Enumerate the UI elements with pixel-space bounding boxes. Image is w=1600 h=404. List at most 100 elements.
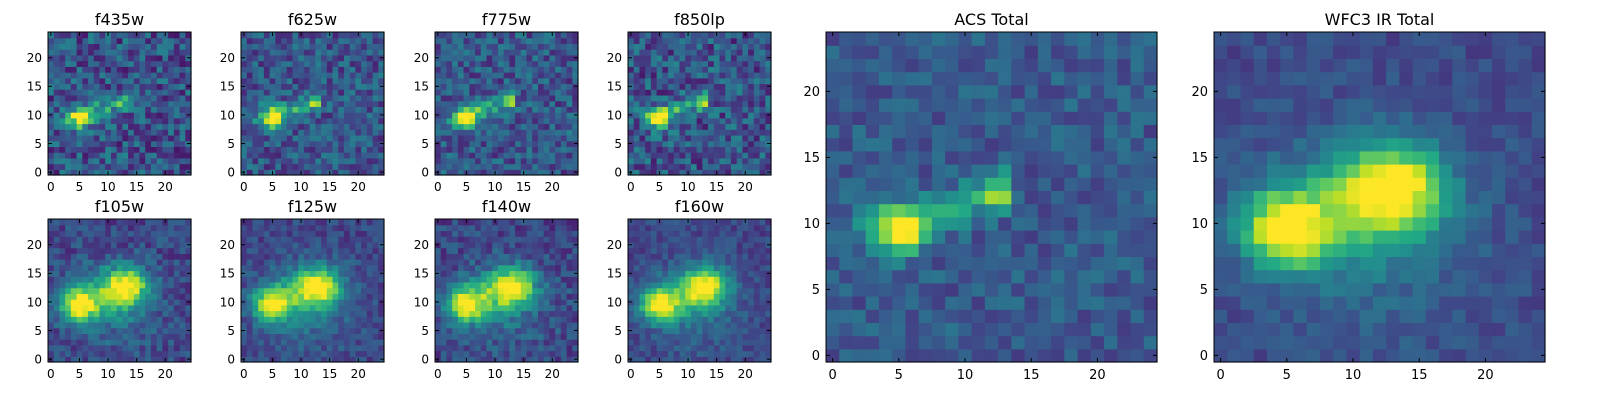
heatmap-cell — [71, 49, 77, 55]
heatmap-cell — [697, 78, 703, 84]
heatmap-cell — [355, 83, 361, 89]
heatmap-cell — [458, 248, 464, 254]
heatmap-cell — [252, 219, 258, 225]
heatmap-cell — [725, 72, 731, 78]
heatmap-cell — [168, 118, 174, 124]
heatmap-cell — [567, 135, 573, 141]
heatmap-cell — [77, 49, 83, 55]
heatmap-cell — [327, 141, 333, 147]
heatmap-cell — [555, 78, 561, 84]
heatmap-cell — [469, 242, 475, 248]
heatmap-cell — [464, 225, 470, 231]
heatmap-cell — [697, 118, 703, 124]
heatmap-cell — [469, 118, 475, 124]
heatmap-cell — [157, 112, 163, 118]
panel-title: f850lp — [674, 10, 725, 29]
heatmap-cell — [555, 225, 561, 231]
heatmap-cell — [281, 293, 287, 299]
heatmap-cell — [737, 55, 743, 61]
heatmap-cell — [168, 316, 174, 322]
heatmap-cell — [555, 311, 561, 317]
heatmap-cell — [94, 118, 100, 124]
heatmap-cell — [725, 164, 731, 170]
heatmap-cell — [645, 152, 651, 158]
heatmap-cell — [162, 61, 168, 67]
heatmap-cell — [367, 242, 373, 248]
heatmap-cell — [151, 253, 157, 259]
heatmap-cell — [252, 135, 258, 141]
heatmap-cell — [252, 328, 258, 334]
heatmap-cell — [264, 72, 270, 78]
heatmap-cell — [99, 164, 105, 170]
heatmap-cell — [180, 242, 186, 248]
heatmap-cell — [333, 95, 339, 101]
heatmap-cell — [338, 242, 344, 248]
heatmap-cell — [742, 66, 748, 72]
heatmap-cell — [355, 293, 361, 299]
heatmap-cell — [532, 248, 538, 254]
heatmap-cell — [475, 158, 481, 164]
heatmap-cell — [258, 101, 264, 107]
heatmap-cell — [361, 316, 367, 322]
heatmap-cell — [708, 146, 714, 152]
heatmap-cell — [561, 276, 567, 282]
heatmap-cell — [567, 32, 573, 38]
heatmap-cell — [521, 158, 527, 164]
heatmap-cell — [475, 32, 481, 38]
heatmap-cell — [321, 276, 327, 282]
heatmap-cell — [725, 38, 731, 44]
heatmap-cell — [708, 135, 714, 141]
heatmap-cell — [140, 230, 146, 236]
heatmap-cell — [532, 158, 538, 164]
heatmap-cell — [731, 152, 737, 158]
heatmap-cell — [59, 288, 65, 294]
heatmap-cell — [498, 345, 504, 351]
heatmap-cell — [241, 333, 247, 339]
heatmap-cell — [180, 305, 186, 311]
heatmap-cell — [555, 135, 561, 141]
heatmap-cell — [117, 219, 123, 225]
heatmap-cell — [287, 316, 293, 322]
heatmap-cell — [168, 164, 174, 170]
heatmap-cell — [247, 124, 253, 130]
heatmap-cell — [538, 135, 544, 141]
heatmap-cell — [292, 253, 298, 259]
heatmap-cell — [361, 129, 367, 135]
heatmap-cell — [527, 351, 533, 357]
heatmap-cell — [492, 270, 498, 276]
heatmap-cell — [105, 89, 111, 95]
heatmap-cell — [162, 293, 168, 299]
heatmap-cell — [333, 299, 339, 305]
heatmap-cell — [679, 311, 685, 317]
heatmap-cell — [486, 316, 492, 322]
heatmap-cell — [82, 135, 88, 141]
heatmap-cell — [252, 305, 258, 311]
heatmap-cell — [486, 339, 492, 345]
heatmap-cell — [498, 265, 504, 271]
heatmap-cell — [527, 259, 533, 265]
heatmap-cell — [567, 152, 573, 158]
heatmap-cell — [555, 124, 561, 130]
heatmap-cell — [691, 158, 697, 164]
heatmap-cell — [298, 305, 304, 311]
heatmap-cell — [111, 106, 117, 112]
heatmap-cell — [264, 43, 270, 49]
heatmap-cell — [373, 146, 379, 152]
heatmap-cell — [708, 299, 714, 305]
heatmap-cell — [128, 38, 134, 44]
heatmap-cell — [122, 61, 128, 67]
x-tick-label: 20 — [545, 180, 560, 194]
heatmap-cell — [748, 158, 754, 164]
heatmap-cell — [481, 78, 487, 84]
heatmap-cell — [504, 293, 510, 299]
heatmap-cell — [315, 265, 321, 271]
heatmap-cell — [361, 299, 367, 305]
heatmap-cell — [275, 276, 281, 282]
heatmap-cell — [662, 95, 668, 101]
heatmap-cell — [174, 72, 180, 78]
heatmap-cell — [140, 242, 146, 248]
heatmap-cell — [452, 152, 458, 158]
heatmap-cell — [475, 345, 481, 351]
heatmap-cell — [760, 55, 766, 61]
